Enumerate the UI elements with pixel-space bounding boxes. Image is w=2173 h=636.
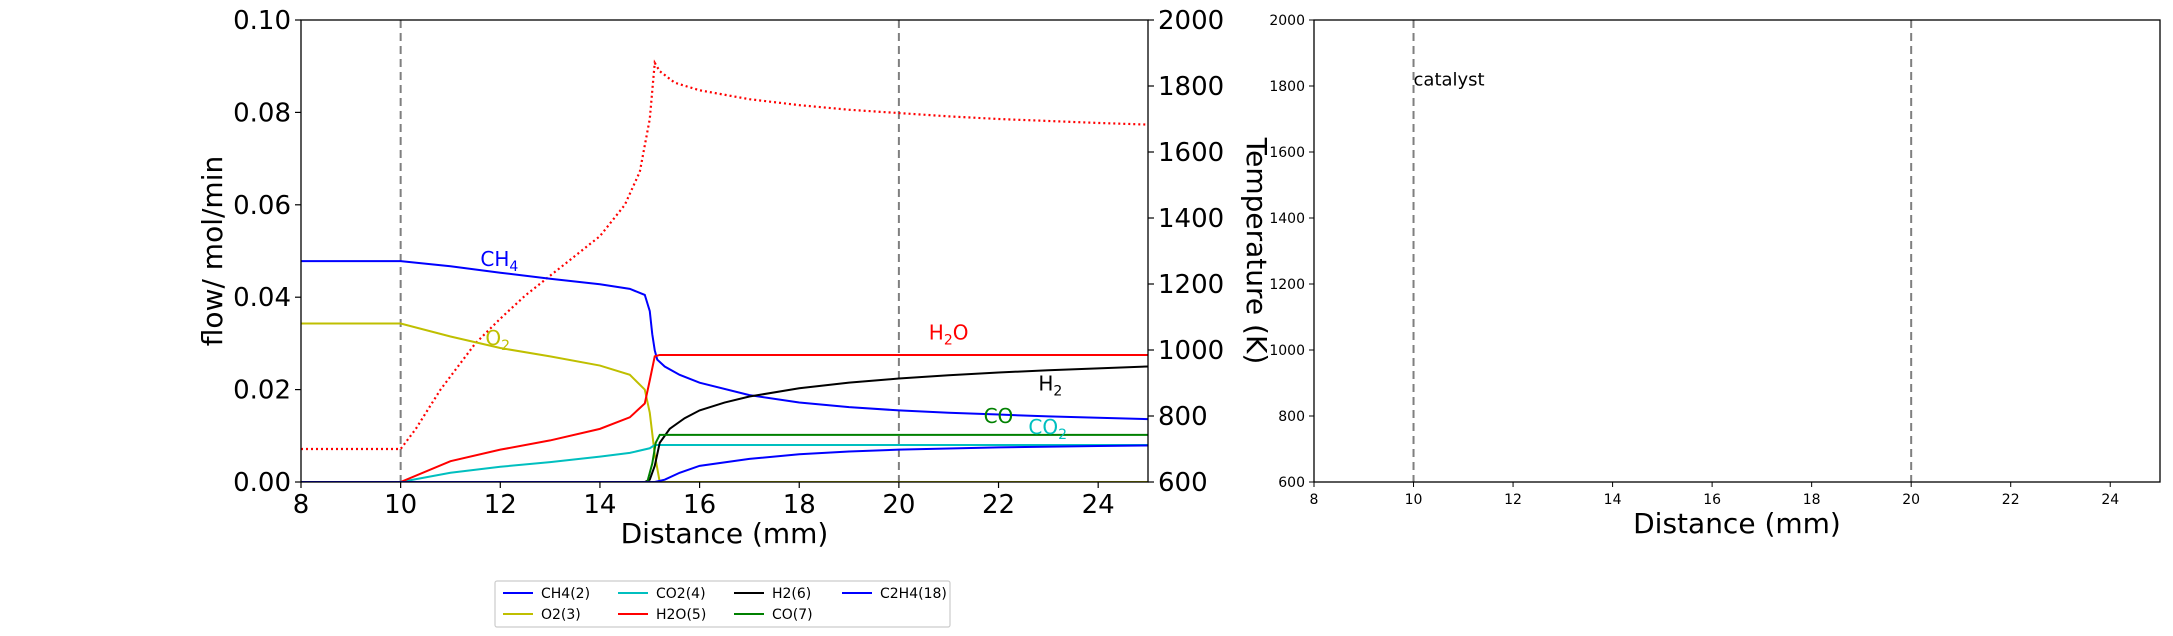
x-tick-label: 18 bbox=[783, 490, 816, 520]
x-tick-label: 14 bbox=[583, 490, 616, 520]
legend-label: CO2(4) bbox=[656, 586, 706, 602]
x-tick-label: 14 bbox=[1604, 492, 1622, 508]
x-tick-label: 18 bbox=[1803, 492, 1821, 508]
x-tick-label: 12 bbox=[1504, 492, 1522, 508]
x-tick-label: 24 bbox=[1082, 490, 1115, 520]
legend-label: O2(3) bbox=[541, 607, 581, 623]
legend: CH4(2) O2(3) CO2(4) H2O(5) H2(6) CO(7) C2H4(18… bbox=[494, 580, 951, 628]
y2-tick-label: 1200 bbox=[1158, 270, 1224, 300]
y-tick-label: 0.06 bbox=[233, 191, 291, 221]
x-tick-label: 10 bbox=[1405, 492, 1423, 508]
y-tick-label: 800 bbox=[1278, 409, 1305, 425]
y-tick-label: 1400 bbox=[1269, 211, 1305, 227]
y2-tick-label: 1400 bbox=[1158, 204, 1224, 234]
series-line-co24 bbox=[301, 444, 1148, 482]
catalyst-label: catalyst bbox=[1414, 69, 1485, 90]
temperature-catalyst-chart: 8 10 12 14 16 18 20 22 24 600 800 1000 1200 1400 1600 1… bbox=[1269, 13, 2161, 540]
y-tick-label: 1800 bbox=[1269, 79, 1305, 95]
x-axis-label: Distance (mm) bbox=[621, 517, 829, 550]
legend-label: CH4(2) bbox=[541, 586, 590, 602]
y-tick-label: 2000 bbox=[1269, 13, 1305, 29]
x-tick-label: 16 bbox=[683, 490, 716, 520]
x-tick-label: 8 bbox=[1310, 492, 1319, 508]
series-line-ch42 bbox=[301, 260, 1148, 421]
series-line-co7 bbox=[301, 433, 1148, 482]
species-annotation: CO2 bbox=[1028, 415, 1067, 443]
y2-tick-label: 2000 bbox=[1158, 6, 1224, 36]
y2-tick-label: 1600 bbox=[1158, 138, 1224, 168]
species-annotation: O2 bbox=[485, 326, 510, 354]
legend-label: CO(7) bbox=[772, 607, 813, 623]
x-tick-label: 8 bbox=[293, 490, 310, 520]
flow-temperature-chart: 8 10 12 14 16 18 20 22 24 0.00 0.02 0.04 0.06 0.08 0.1… bbox=[196, 6, 1273, 550]
y-tick-label: 1600 bbox=[1269, 145, 1305, 161]
legend-box bbox=[494, 580, 951, 628]
series-line-h26 bbox=[301, 365, 1148, 482]
x-axis-label: Distance (mm) bbox=[1633, 507, 1841, 540]
legend-label: C2H4(18) bbox=[880, 586, 947, 602]
plot-frame bbox=[300, 19, 1149, 483]
y2-tick-label: 800 bbox=[1158, 402, 1208, 432]
species-annotation: CH4 bbox=[480, 247, 518, 275]
plot-frame bbox=[1313, 19, 2161, 483]
y2-tick-label: 1000 bbox=[1158, 336, 1224, 366]
y2-tick-label: 600 bbox=[1158, 468, 1208, 498]
y-tick-label: 600 bbox=[1278, 475, 1305, 491]
y-tick-label: 0.08 bbox=[233, 98, 291, 128]
species-annotation: H2 bbox=[1038, 372, 1062, 400]
y-tick-label: 1200 bbox=[1269, 277, 1305, 293]
series-line-c2h418 bbox=[301, 444, 1148, 482]
y-axis-label: flow/ mol/min bbox=[196, 156, 229, 346]
legend-label: H2(6) bbox=[772, 586, 811, 602]
y-tick-label: 0.00 bbox=[233, 468, 291, 498]
y-tick-label: 0.10 bbox=[233, 6, 291, 36]
x-tick-label: 12 bbox=[484, 490, 517, 520]
y2-tick-label: 1800 bbox=[1158, 72, 1224, 102]
x-tick-label: 16 bbox=[1703, 492, 1721, 508]
x-tick-label: 20 bbox=[882, 490, 915, 520]
series-line-h2o5 bbox=[301, 353, 1148, 482]
x-tick-label: 22 bbox=[982, 490, 1015, 520]
y-tick-label: 0.02 bbox=[233, 376, 291, 406]
y-tick-label: 1000 bbox=[1269, 343, 1305, 359]
x-tick-label: 24 bbox=[2101, 492, 2119, 508]
species-annotation: H2O bbox=[929, 321, 969, 349]
x-tick-label: 10 bbox=[384, 490, 417, 520]
y-tick-label: 0.04 bbox=[233, 283, 291, 313]
x-tick-label: 22 bbox=[2002, 492, 2020, 508]
temperature-series-line bbox=[301, 59, 1148, 451]
x-tick-label: 20 bbox=[1902, 492, 1920, 508]
legend-label: H2O(5) bbox=[656, 607, 706, 623]
species-annotation: CO bbox=[984, 404, 1014, 428]
y2-axis-label: Temperature (K) bbox=[1240, 137, 1273, 364]
